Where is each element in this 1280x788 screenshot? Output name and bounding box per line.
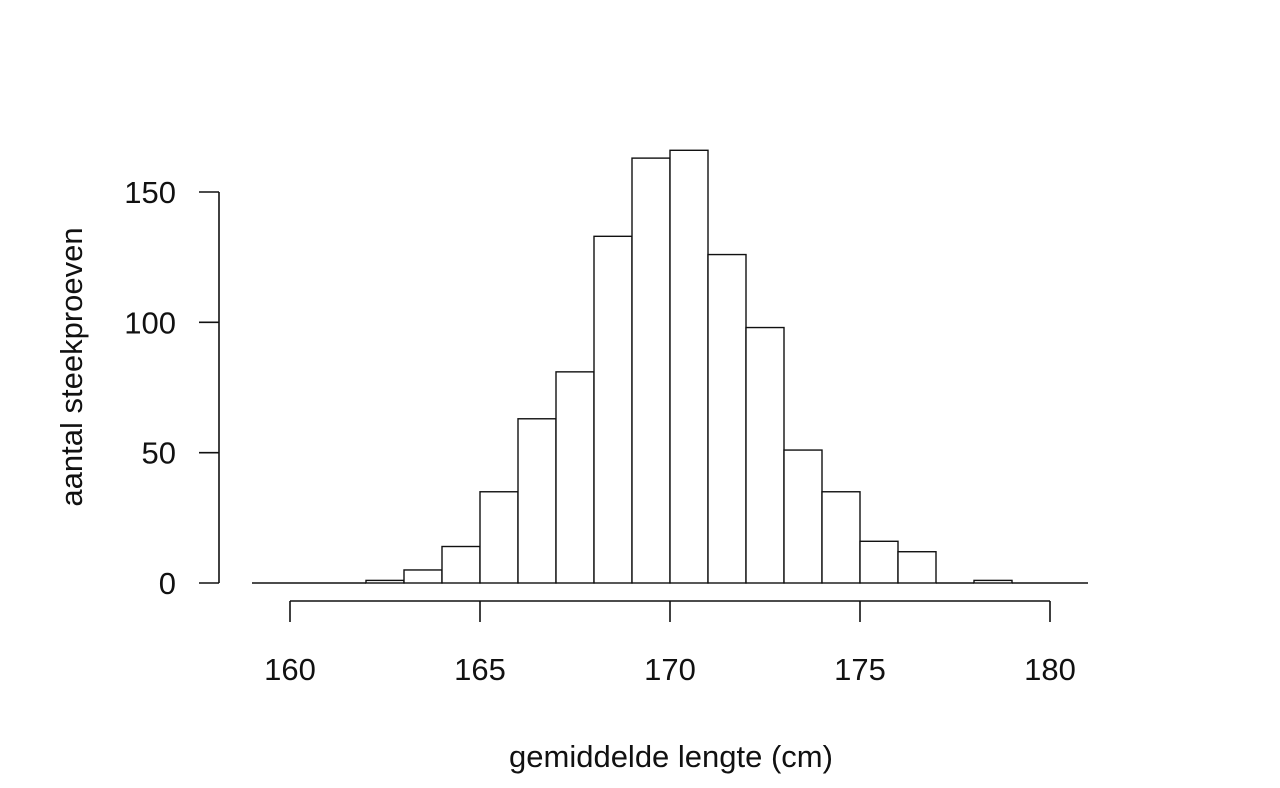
histogram-bars — [252, 149, 1088, 584]
y-tick-label-1: 50 — [142, 436, 176, 471]
histogram-bar-16 — [859, 540, 899, 584]
histogram-bar-6 — [479, 491, 519, 584]
histogram-bar-5 — [441, 545, 481, 584]
histogram-bar-17 — [897, 551, 937, 584]
histogram-bar-8 — [555, 371, 595, 584]
y-axis-title: aantal steekproeven — [54, 227, 89, 506]
x-axis-title: gemiddelde lengte (cm) — [509, 739, 833, 774]
histogram-bar-11 — [669, 149, 709, 584]
x-tick-label-2: 170 — [644, 652, 696, 687]
histogram-bar-12 — [707, 253, 747, 584]
x-tick-label-1: 165 — [454, 652, 506, 687]
histogram-bar-4 — [403, 569, 443, 584]
x-tick-label-0: 160 — [264, 652, 316, 687]
histogram-bar-9 — [593, 235, 633, 584]
histogram-bar-10 — [631, 157, 671, 584]
x-tick-label-3: 175 — [834, 652, 886, 687]
x-tick-label-4: 180 — [1024, 652, 1076, 687]
y-tick-label-2: 100 — [124, 305, 176, 340]
histogram-bar-3 — [365, 579, 405, 584]
x-axis: 160 165 170 175 180 — [264, 600, 1076, 687]
histogram-bar-19 — [973, 579, 1013, 584]
histogram-bar-15 — [821, 491, 861, 584]
y-axis: 0 50 100 150 — [124, 175, 220, 601]
y-tick-label-3: 150 — [124, 175, 176, 210]
histogram-bar-7 — [517, 418, 557, 584]
histogram-bar-13 — [745, 326, 785, 584]
histogram-bar-14 — [783, 449, 823, 584]
y-tick-label-0: 0 — [159, 566, 176, 601]
